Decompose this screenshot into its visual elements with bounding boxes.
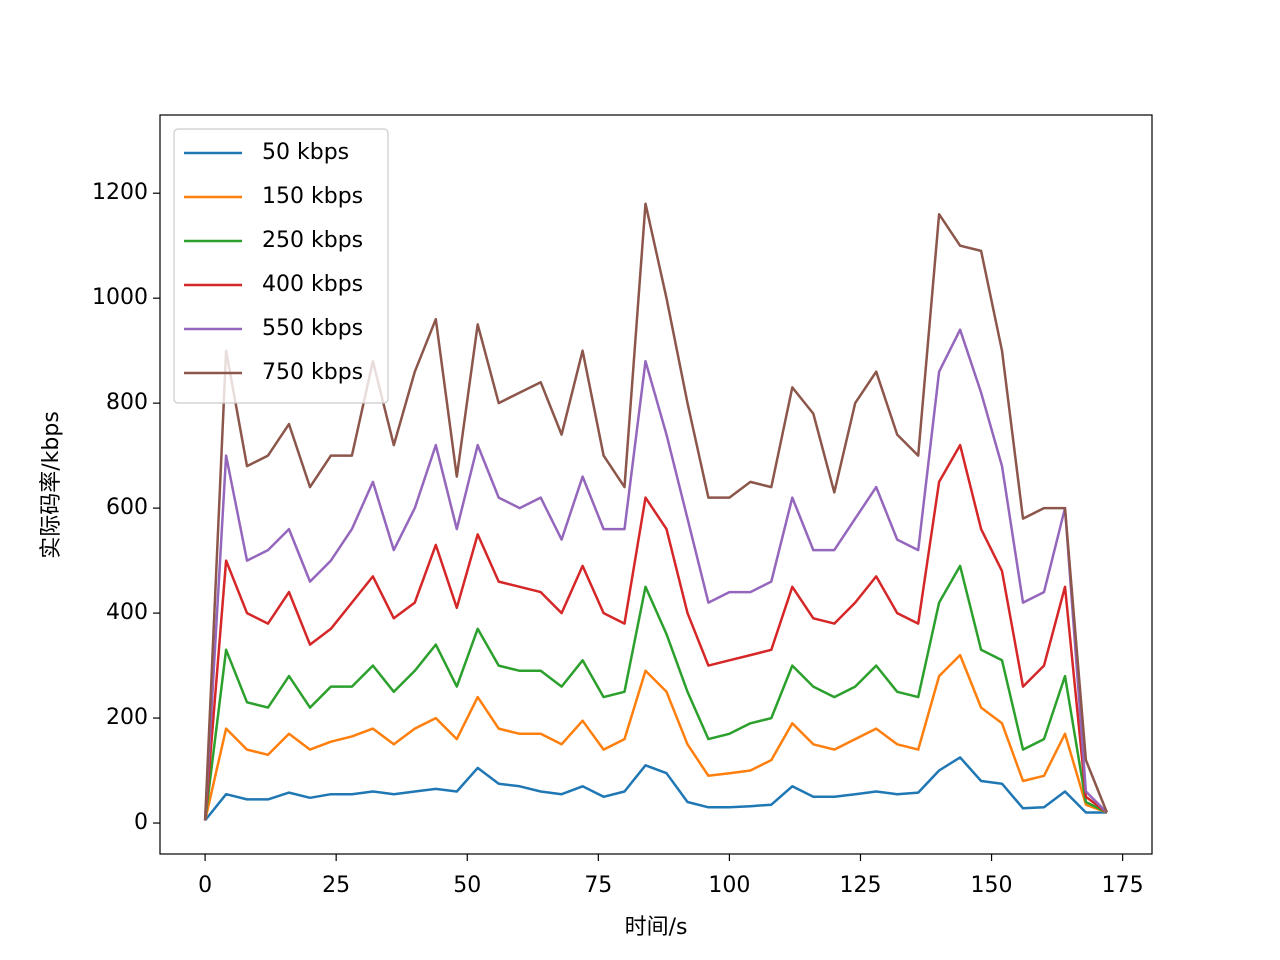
x-tick-label: 50 <box>453 873 481 898</box>
data-line <box>203 328 1108 821</box>
legend-label: 400 kbps <box>262 272 363 297</box>
y-axis-label: 实际码率/kbps <box>39 411 64 559</box>
data-line <box>203 653 1108 821</box>
legend-label: 250 kbps <box>262 228 363 253</box>
x-tick-label: 0 <box>198 873 212 898</box>
x-tick-label: 100 <box>708 873 750 898</box>
y-tick-label: 600 <box>106 495 148 520</box>
y-tick-label: 200 <box>106 705 148 730</box>
data-line <box>204 756 1107 822</box>
legend-label: 150 kbps <box>262 184 363 209</box>
x-tick-label: 75 <box>584 873 612 898</box>
data-line <box>203 202 1109 821</box>
y-tick-label: 800 <box>106 390 148 415</box>
data-line <box>203 564 1108 821</box>
y-tick-label: 1200 <box>92 180 148 205</box>
data-line <box>203 443 1108 821</box>
plot-frame <box>159 114 1153 855</box>
x-tick-label: 25 <box>322 873 350 898</box>
x-tick-label: 175 <box>1102 873 1144 898</box>
x-axis-label: 时间/s <box>625 915 688 940</box>
legend-label: 50 kbps <box>262 140 349 165</box>
y-tick-label: 0 <box>134 810 148 835</box>
y-tick-label: 1000 <box>92 285 148 310</box>
y-tick-label: 400 <box>106 600 148 625</box>
legend-label: 550 kbps <box>262 316 363 341</box>
x-tick-label: 150 <box>971 873 1013 898</box>
legend-label: 750 kbps <box>262 360 363 385</box>
x-tick-label: 125 <box>839 873 881 898</box>
